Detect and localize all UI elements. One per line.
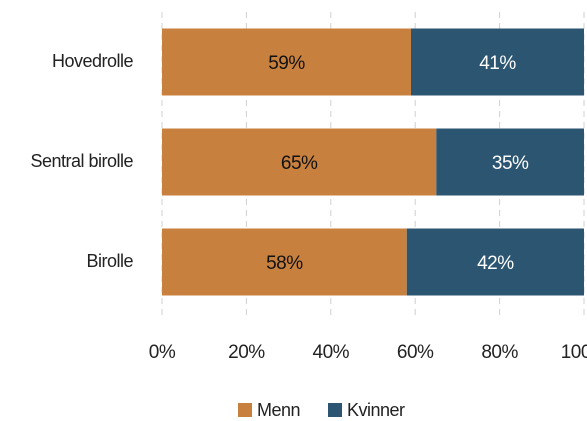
legend-swatch [328,403,342,417]
y-tick-label: Sentral birolle [30,151,133,171]
legend-label: Kvinner [347,400,405,420]
bar-segment [436,128,584,196]
y-tick-label: Birolle [86,251,133,271]
data-label: 35% [492,153,529,174]
bar-segment [162,228,407,296]
bar-segment [410,28,584,96]
bar-segment [162,128,437,196]
data-label: 65% [281,153,318,174]
x-tick-label: 0% [149,342,176,363]
x-tick-label: 60% [397,342,434,363]
data-label: 41% [479,53,516,74]
bar-segment [162,28,411,96]
y-tick-label: Hovedrolle [52,51,134,71]
bar-segment [406,228,584,296]
legend-label: Menn [257,400,300,420]
data-label: 59% [268,53,305,74]
x-tick-label: 80% [481,342,518,363]
data-label: 42% [477,253,514,274]
x-tick-label: 20% [228,342,265,363]
x-tick-label: 100% [561,342,587,363]
data-label: 58% [266,253,303,274]
legend-swatch [238,403,252,417]
x-tick-label: 40% [313,342,350,363]
